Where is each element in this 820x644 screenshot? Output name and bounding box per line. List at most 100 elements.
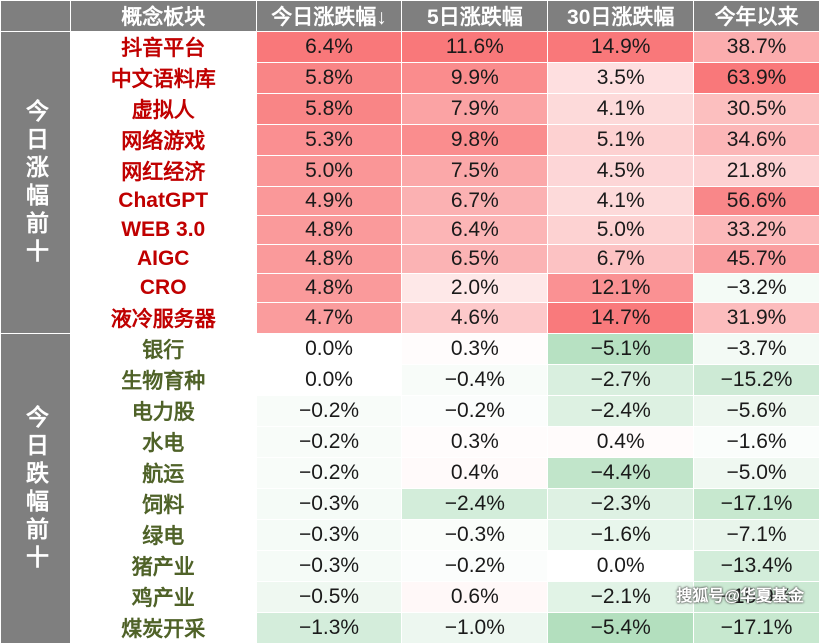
value-cell: −17.1% <box>693 488 820 520</box>
value-cell: 5.0% <box>547 215 695 245</box>
value-cell: −5.6% <box>693 395 820 427</box>
table-row: 网络游戏 5.3% 9.8% 5.1% 34.6% <box>1 124 820 156</box>
value-cell: 14.9% <box>547 31 695 63</box>
value-cell: −7.1% <box>693 519 820 551</box>
value-cell: 0.6% <box>401 581 549 613</box>
value-cell: −5.4% <box>547 612 695 644</box>
value-cell: 4.6% <box>401 302 549 334</box>
value-cell: 4.1% <box>547 93 695 125</box>
value-cell: 33.2% <box>693 215 820 245</box>
sector-name: 网络游戏 <box>69 124 257 156</box>
value-cell: 4.5% <box>547 155 695 187</box>
value-cell: 9.9% <box>401 62 549 94</box>
value-cell: −0.2% <box>255 426 403 458</box>
table-row: 水电 −0.2% 0.3% 0.4% −1.6% <box>1 426 820 458</box>
value-cell: 30.5% <box>693 93 820 125</box>
table-row: 航运 −0.2% 0.4% −4.4% −5.0% <box>1 457 820 489</box>
table-row: 绿电 −0.3% −0.3% −1.6% −7.1% <box>1 519 820 551</box>
sector-name: 猪产业 <box>69 550 257 582</box>
value-cell: −15.2% <box>693 364 820 396</box>
value-cell: −3.7% <box>693 333 820 365</box>
sector-name: 生物育种 <box>69 364 257 396</box>
table-row: 煤炭开采 −1.3% −1.0% −5.4% −17.1% <box>1 612 820 644</box>
sector-name: 水电 <box>69 426 257 458</box>
value-cell: −1.6% <box>693 426 820 458</box>
value-cell: 56.6% <box>693 186 820 216</box>
value-cell: 4.8% <box>255 244 403 274</box>
value-cell: −13.4% <box>693 550 820 582</box>
sector-name: WEB 3.0 <box>69 215 257 245</box>
watermark: 搜狐号@华夏基金 <box>676 588 804 605</box>
value-cell: 7.5% <box>401 155 549 187</box>
table-row: 今日涨幅前十 抖音平台 6.4% 11.6% 14.9% 38.7% <box>0 31 820 334</box>
value-cell: 4.1% <box>547 186 695 216</box>
sector-name: 鸡产业 <box>69 581 257 613</box>
sector-name: CRO <box>69 273 257 303</box>
table-row: 生物育种 0.0% −0.4% −2.7% −15.2% <box>1 364 820 396</box>
sector-name: 绿电 <box>69 519 257 551</box>
table-row: WEB 3.0 4.8% 6.4% 5.0% 33.2% <box>1 215 820 245</box>
value-cell: −15.9% <box>693 581 820 613</box>
value-cell: 38.7% <box>693 31 820 63</box>
value-cell: 4.8% <box>255 215 403 245</box>
sector-name: AIGC <box>69 244 257 274</box>
value-cell: 45.7% <box>693 244 820 274</box>
value-cell: 0.0% <box>255 364 403 396</box>
value-cell: −1.3% <box>255 612 403 644</box>
table-row: ChatGPT 4.9% 6.7% 4.1% 56.6% <box>1 186 820 216</box>
header-cell: 5日涨跌幅 <box>401 0 549 32</box>
value-cell: 4.7% <box>255 302 403 334</box>
header-corner <box>0 0 71 32</box>
value-cell: 11.6% <box>401 31 549 63</box>
value-cell: 2.0% <box>401 273 549 303</box>
table-row: 饲料 −0.3% −2.4% −2.3% −17.1% <box>1 488 820 520</box>
table-row: AIGC 4.8% 6.5% 6.7% 45.7% <box>1 244 820 274</box>
value-cell: 6.4% <box>401 215 549 245</box>
value-cell: −0.5% <box>255 581 403 613</box>
header-cell: 30日涨跌幅 <box>547 0 695 32</box>
sector-name: 煤炭开采 <box>69 612 257 644</box>
value-cell: −3.2% <box>693 273 820 303</box>
value-cell: −2.7% <box>547 364 695 396</box>
value-cell: −1.0% <box>401 612 549 644</box>
value-cell: −0.2% <box>255 457 403 489</box>
group-label: 今日涨幅前十 <box>0 31 71 334</box>
value-cell: −0.3% <box>401 519 549 551</box>
value-cell: 6.7% <box>547 244 695 274</box>
value-cell: 5.3% <box>255 124 403 156</box>
value-cell: −5.0% <box>693 457 820 489</box>
header-cell: 今年以来 <box>693 0 820 32</box>
sector-name: 中文语料库 <box>69 62 257 94</box>
value-cell: 0.3% <box>401 426 549 458</box>
sector-name: 航运 <box>69 457 257 489</box>
value-cell: 6.4% <box>255 31 403 63</box>
value-cell: 21.8% <box>693 155 820 187</box>
value-cell: 0.0% <box>255 333 403 365</box>
sector-name: 电力股 <box>69 395 257 427</box>
value-cell: −2.1% <box>547 581 695 613</box>
value-cell: −1.6% <box>547 519 695 551</box>
table-row: 网红经济 5.0% 7.5% 4.5% 21.8% <box>1 155 820 187</box>
table-row: 虚拟人 5.8% 7.9% 4.1% 30.5% <box>1 93 820 125</box>
value-cell: 12.1% <box>547 273 695 303</box>
sector-name: 饲料 <box>69 488 257 520</box>
value-cell: 34.6% <box>693 124 820 156</box>
value-cell: −0.3% <box>255 519 403 551</box>
table-row: 电力股 −0.2% −0.2% −2.4% −5.6% <box>1 395 820 427</box>
value-cell: −2.4% <box>547 395 695 427</box>
value-cell: −2.4% <box>401 488 549 520</box>
table-body: 今日涨幅前十 抖音平台 6.4% 11.6% 14.9% 38.7% 中文语料库 5.8% 9.… <box>0 31 820 644</box>
value-cell: −0.2% <box>401 395 549 427</box>
value-cell: 14.7% <box>547 302 695 334</box>
value-cell: 0.4% <box>401 457 549 489</box>
value-cell: 0.4% <box>547 426 695 458</box>
value-cell: −0.4% <box>401 364 549 396</box>
value-cell: −2.3% <box>547 488 695 520</box>
sector-name: 网红经济 <box>69 155 257 187</box>
value-cell: −0.2% <box>401 550 549 582</box>
value-cell: −0.3% <box>255 488 403 520</box>
sector-name: ChatGPT <box>69 186 257 216</box>
table-row: 猪产业 −0.3% −0.2% 0.0% −13.4% <box>1 550 820 582</box>
value-cell: −5.1% <box>547 333 695 365</box>
